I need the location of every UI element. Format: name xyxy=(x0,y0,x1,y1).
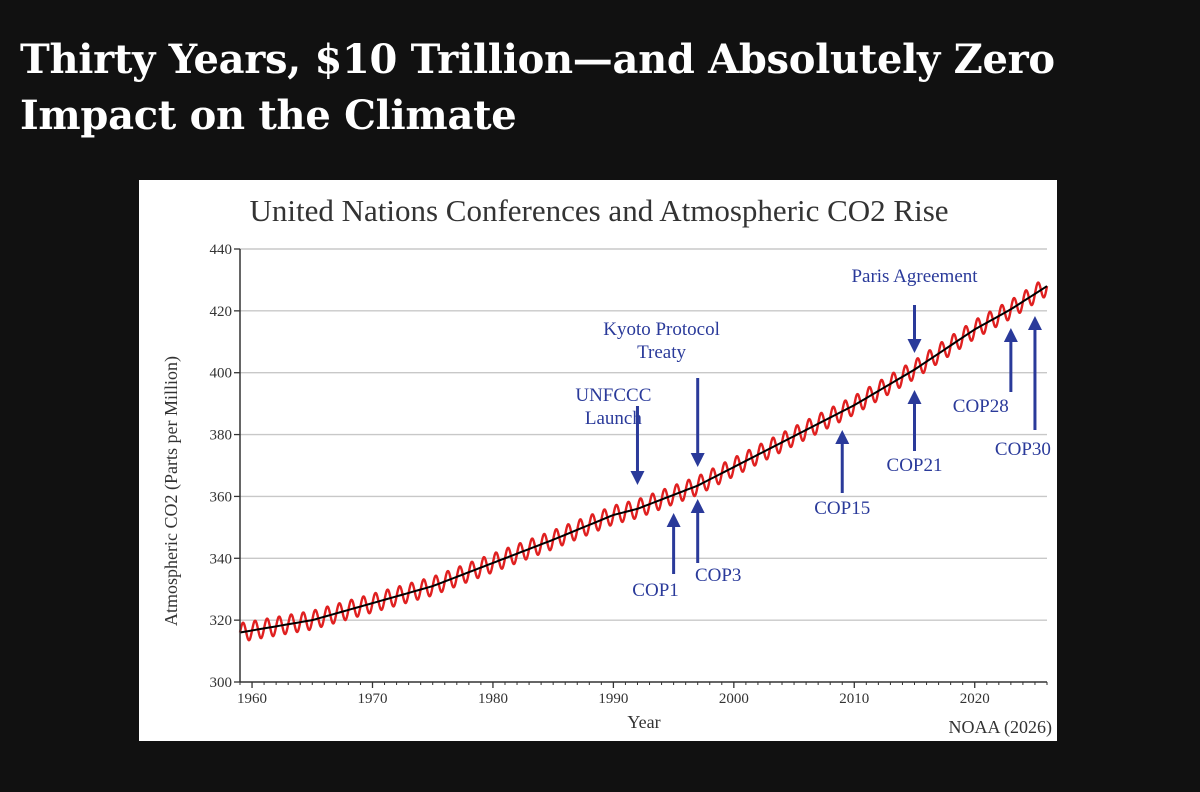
annotation-cop15-arrow xyxy=(835,430,850,493)
chart-card: United Nations Conferences and Atmospher… xyxy=(139,180,1057,741)
annotation-kyoto-protocol-arrow xyxy=(690,378,705,467)
trend-co2-line xyxy=(239,285,1048,634)
annotation-paris-agreement-label: Paris Agreement xyxy=(851,266,978,287)
annotation-cop28-arrow xyxy=(1003,328,1018,392)
y-tick-label-400: 400 xyxy=(210,366,233,382)
co2-chart: United Nations Conferences and Atmospher… xyxy=(161,193,1053,738)
annotation-paris-agreement-arrow xyxy=(907,305,922,353)
x-tick-label-2000: 2000 xyxy=(719,691,749,707)
annotation-cop3-arrow xyxy=(690,499,705,563)
annotation-unfccc-label: Launch xyxy=(585,408,642,429)
x-tick-label-1990: 1990 xyxy=(598,691,628,707)
x-tick-label-1980: 1980 xyxy=(478,691,508,707)
annotation-cop15-label: COP15 xyxy=(814,498,870,519)
annotation-cop21-arrow xyxy=(907,390,922,451)
annotation-unfccc-arrow xyxy=(630,406,645,485)
annotation-cop3-label: COP3 xyxy=(695,565,741,586)
x-tick-label-1970: 1970 xyxy=(357,691,387,707)
annotation-cop21-label: COP21 xyxy=(887,455,943,476)
x-axis-label: Year xyxy=(627,712,660,732)
x-tick-label-2020: 2020 xyxy=(960,691,990,707)
source-note: NOAA (2026) xyxy=(949,717,1053,738)
x-tick-label-1960: 1960 xyxy=(237,691,267,707)
annotation-kyoto-protocol-label: Treaty xyxy=(637,342,686,363)
annotation-cop30-label: COP30 xyxy=(995,439,1051,460)
y-axis-label: Atmospheric CO2 (Parts per Million) xyxy=(161,356,182,626)
axes: 300 320 340 360 380 400 420 440 1960 1970 1980 1990… xyxy=(210,242,1048,707)
annotation-kyoto-protocol-label: Kyoto Protocol xyxy=(603,319,720,340)
article-headline: Thirty Years, $10 Trillion—and Absolutel… xyxy=(20,36,1055,139)
annotation-cop30-arrow xyxy=(1027,316,1042,430)
chart-title: United Nations Conferences and Atmospher… xyxy=(249,193,948,228)
y-tick-label-300: 300 xyxy=(210,675,233,691)
annotation-cop1-arrow xyxy=(666,513,681,574)
x-tick-label-2010: 2010 xyxy=(839,691,869,707)
y-tick-label-380: 380 xyxy=(210,428,233,444)
y-tick-label-320: 320 xyxy=(210,613,233,629)
y-tick-label-440: 440 xyxy=(210,242,233,258)
y-tick-label-340: 340 xyxy=(210,551,233,567)
annotation-cop28-label: COP28 xyxy=(953,396,1009,417)
y-tick-label-360: 360 xyxy=(210,489,233,505)
annotation-unfccc-label: UNFCCC xyxy=(575,385,651,406)
y-tick-label-420: 420 xyxy=(210,304,233,320)
annotation-cop1-label: COP1 xyxy=(632,580,678,601)
data-series xyxy=(238,281,1049,642)
gridlines xyxy=(240,248,1047,621)
